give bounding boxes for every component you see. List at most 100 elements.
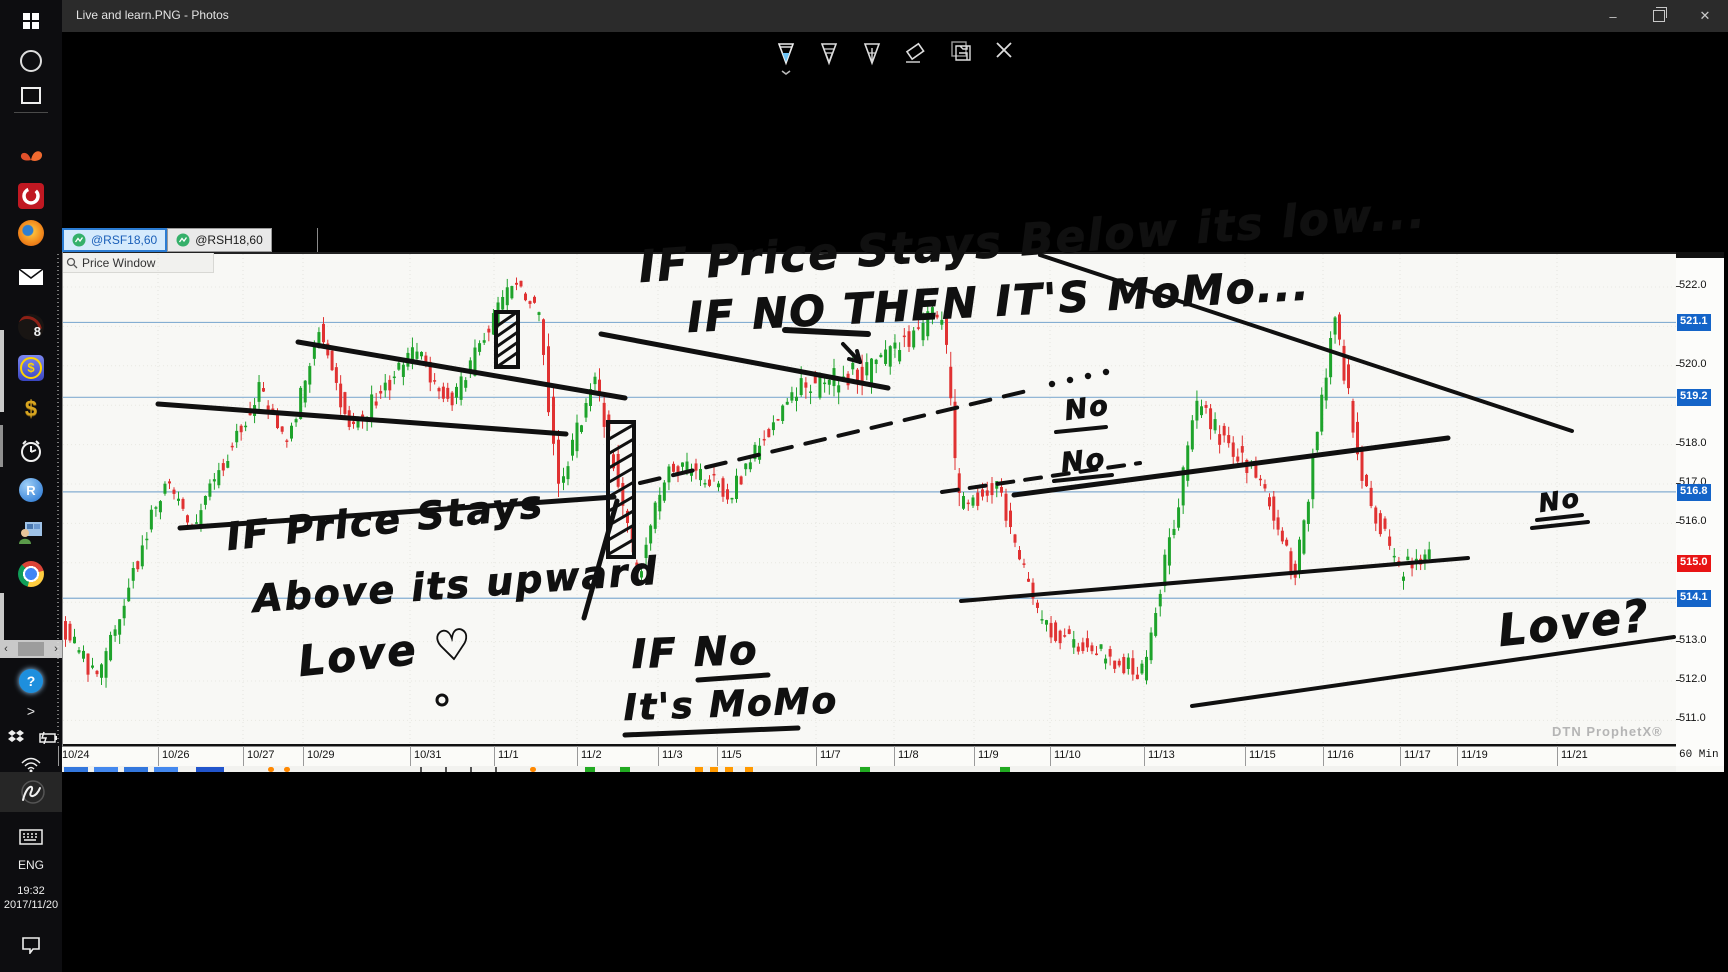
date-tick — [1323, 746, 1324, 766]
candle-body — [82, 650, 85, 659]
touch-keyboard-button[interactable] — [0, 818, 62, 856]
candle-body — [473, 347, 477, 376]
candle-body — [1036, 602, 1039, 608]
candle-body — [482, 340, 486, 343]
language-indicator[interactable]: ENG — [17, 858, 44, 872]
minimize-button[interactable]: – — [1590, 0, 1636, 32]
candle-body — [510, 286, 514, 299]
date-label: 11/1 — [498, 749, 519, 761]
candle-body — [446, 387, 450, 399]
candle-body — [708, 479, 711, 486]
tab-rsh18[interactable]: @RSH18,60 — [167, 228, 272, 252]
taskbar-app-firefox[interactable] — [0, 214, 62, 252]
candle-body — [73, 636, 76, 644]
date-label: 10/24 — [62, 749, 90, 761]
save-copy-button[interactable] — [943, 36, 979, 80]
tray-show-hidden[interactable]: > — [0, 692, 62, 730]
chart-tab-strip: @RSF18,60 @RSH18,60 — [62, 228, 272, 252]
price-scale[interactable]: 522.0 521.1 520.0 519.2 518.0 517.0 516.8 516.0… — [1676, 258, 1724, 766]
candle-body — [593, 376, 597, 385]
cortana-button[interactable] — [0, 42, 62, 80]
candle-body — [365, 416, 369, 421]
price-window-title: Price Window — [82, 255, 156, 270]
candle-body — [122, 605, 126, 619]
candle-body — [945, 317, 948, 345]
windows-ink-workspace-button[interactable] — [0, 772, 62, 812]
close-editing-icon — [996, 42, 1012, 58]
clock[interactable]: 19:32 2017/11/20 — [0, 882, 62, 914]
candle-body — [1268, 497, 1271, 507]
scroll-thumb[interactable] — [18, 642, 44, 656]
ballpoint-pen-button[interactable] — [768, 36, 804, 80]
candle-body — [109, 634, 113, 661]
candle-body — [136, 561, 140, 570]
date-tick — [1400, 746, 1401, 766]
price-window-header[interactable]: Price Window — [63, 253, 214, 273]
tab-strip-divider — [317, 228, 318, 252]
people-tiles-icon — [19, 522, 42, 544]
candle-body — [1342, 345, 1346, 381]
restore-button[interactable] — [1636, 0, 1682, 32]
taskbar-app-r[interactable]: R — [0, 471, 62, 509]
candle-body — [1329, 338, 1333, 378]
scroll-left-icon[interactable]: ‹ — [4, 643, 8, 655]
taskbar-app-butterfly[interactable] — [0, 136, 62, 174]
date-label: 11/2 — [581, 749, 602, 761]
action-center-button[interactable] — [0, 926, 62, 964]
taskbar-app-mail[interactable] — [0, 258, 62, 296]
date-axis[interactable] — [62, 746, 1676, 767]
candle-body — [542, 319, 545, 355]
taskbar-divider — [14, 112, 48, 113]
calligraphy-pen-button[interactable] — [854, 36, 890, 80]
candle-body — [299, 387, 303, 419]
taskbar-app-dollar-blue[interactable]: $ — [0, 349, 62, 387]
close-editing-button[interactable] — [986, 36, 1022, 80]
tab-label: @RSF18,60 — [91, 233, 158, 247]
candle-body — [851, 362, 855, 370]
tray-wifi[interactable] — [0, 746, 62, 784]
candle-body — [676, 466, 680, 474]
candle-body — [1423, 554, 1427, 563]
taskbar-app-chrome[interactable] — [0, 555, 62, 593]
candle-body — [322, 323, 325, 343]
taskbar-app-people[interactable] — [0, 513, 62, 551]
candle-body — [1172, 528, 1176, 536]
taskbar-app-clock[interactable] — [0, 432, 62, 470]
firefox-icon — [18, 220, 44, 246]
tray-power[interactable] — [31, 718, 62, 756]
tab-rsf18[interactable]: @RSF18,60 — [62, 228, 168, 252]
candle-body — [392, 376, 396, 379]
taskbar-app-dollar-gear[interactable]: $ — [0, 390, 62, 428]
eraser-button[interactable] — [897, 36, 933, 80]
candle-body — [1209, 408, 1213, 430]
taskbar-app-red-swirl[interactable] — [0, 177, 62, 215]
candle-body — [1388, 536, 1392, 546]
candle-body — [884, 349, 888, 364]
close-button[interactable]: ✕ — [1682, 0, 1728, 32]
taskbar-scrollbar[interactable]: ‹ › — [0, 640, 62, 658]
start-button[interactable] — [0, 2, 62, 40]
candle-body — [818, 376, 822, 398]
candle-body — [1135, 674, 1139, 680]
candle-body — [401, 364, 405, 377]
task-view-button[interactable] — [0, 76, 62, 114]
candle-body — [217, 470, 221, 486]
sliver-block — [585, 767, 595, 772]
candle-body — [1276, 517, 1280, 530]
tray-dropbox[interactable] — [0, 718, 31, 756]
scroll-right-icon[interactable]: › — [54, 643, 58, 655]
plot-bottom-border — [62, 744, 1676, 746]
candle-body — [1018, 550, 1021, 560]
candle-body — [1254, 462, 1258, 478]
candle-body — [253, 405, 257, 416]
candle-body — [1333, 317, 1337, 335]
pencil-button[interactable] — [811, 36, 847, 80]
taskbar-app-eightball[interactable]: 8 — [0, 308, 62, 346]
candle-body — [68, 623, 72, 641]
candle-body — [640, 571, 643, 578]
candle-body — [1149, 632, 1153, 661]
candle-body — [145, 538, 149, 541]
candle-body — [1009, 510, 1012, 528]
tray-help[interactable]: ? — [0, 662, 62, 700]
